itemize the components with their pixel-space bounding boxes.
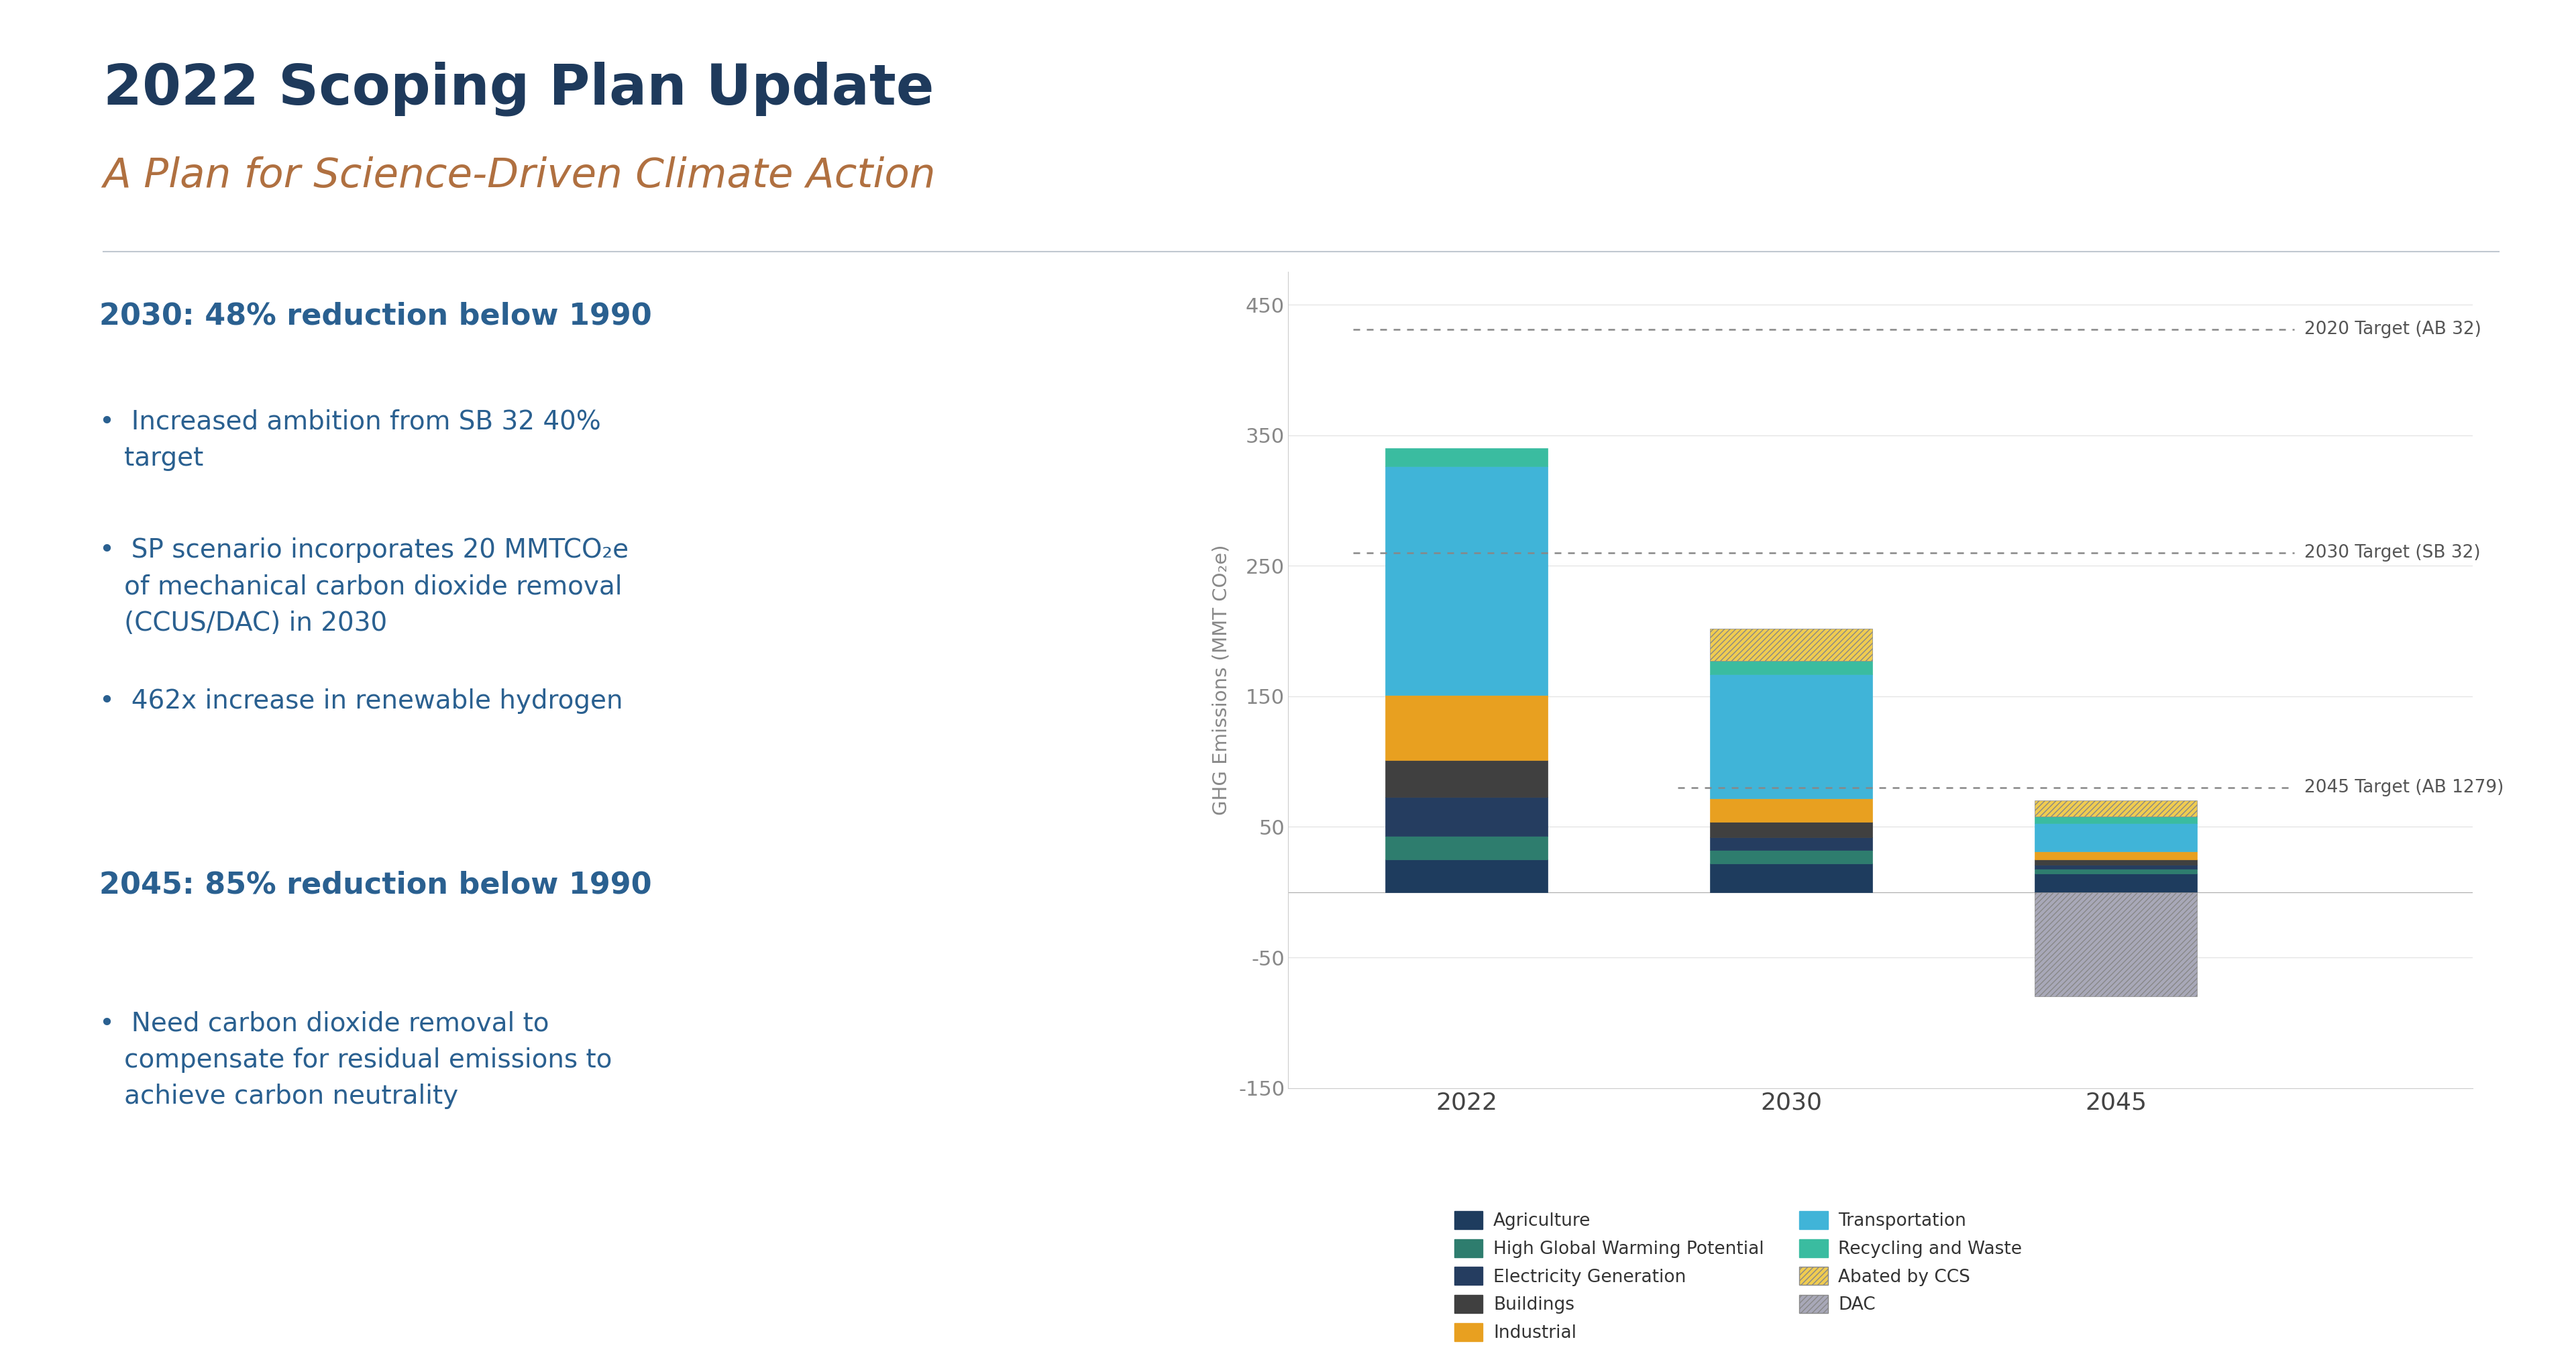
Text: •  462x increase in renewable hydrogen: • 462x increase in renewable hydrogen [100,688,623,714]
Bar [1710,661,1873,675]
Text: A Plan for Science-Driven Climate Action: A Plan for Science-Driven Climate Action [103,156,935,196]
Bar [1386,449,1548,466]
Text: •  SP scenario incorporates 20 MMTCO₂e
   of mechanical carbon dioxide removal
 : • SP scenario incorporates 20 MMTCO₂e of… [100,537,629,636]
Bar [1710,821,1873,838]
Bar [1710,675,1873,798]
Bar [2035,801,2197,816]
Bar [1710,864,1873,892]
Bar [1710,850,1873,864]
Bar [2035,816,2197,823]
Bar [2035,892,2197,997]
Y-axis label: GHG Emissions (MMT CO₂e): GHG Emissions (MMT CO₂e) [1213,544,1231,816]
Bar [1386,797,1548,836]
Bar [1386,466,1548,695]
Bar [1386,860,1548,892]
Text: 2030: 48% reduction below 1990: 2030: 48% reduction below 1990 [100,302,652,330]
Text: •  Increased ambition from SB 32 40%
   target: • Increased ambition from SB 32 40% targ… [100,409,600,471]
Text: 2020 Target (AB 32): 2020 Target (AB 32) [2303,321,2481,339]
Bar [1710,798,1873,821]
Text: 2030 Target (SB 32): 2030 Target (SB 32) [2303,544,2481,562]
Bar [2035,851,2197,860]
Bar [1386,836,1548,860]
Text: 2045: 85% reduction below 1990: 2045: 85% reduction below 1990 [100,870,652,900]
Bar [2035,860,2197,865]
Bar [2035,823,2197,851]
Bar [1710,838,1873,850]
Text: •  Need carbon dioxide removal to
   compensate for residual emissions to
   ach: • Need carbon dioxide removal to compens… [100,1010,613,1110]
Bar [2035,869,2197,874]
Bar [1386,695,1548,760]
Legend: Agriculture, High Global Warming Potential, Electricity Generation, Buildings, I: Agriculture, High Global Warming Potenti… [1455,1212,2022,1342]
Bar [1710,628,1873,661]
Bar [1386,760,1548,797]
Bar [2035,874,2197,892]
Bar [2035,865,2197,869]
Text: 2045 Target (AB 1279): 2045 Target (AB 1279) [2303,779,2504,797]
Text: 2022 Scoping Plan Update: 2022 Scoping Plan Update [103,61,933,116]
